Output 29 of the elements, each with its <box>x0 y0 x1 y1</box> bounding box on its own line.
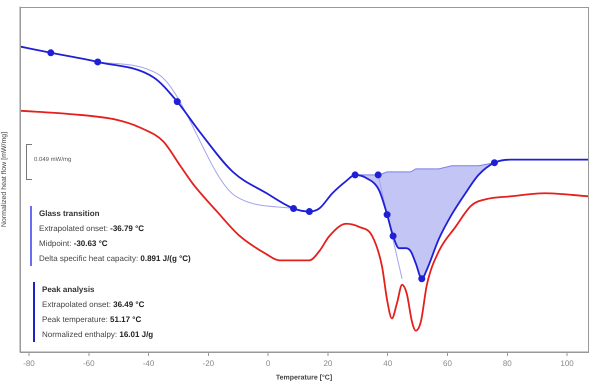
annotation: Normalized enthalpy: 16.01 J/g <box>42 329 154 341</box>
x-tick-label: -40 <box>142 359 155 368</box>
point <box>290 205 298 212</box>
point <box>374 171 382 178</box>
x-tick-label: 60 <box>443 359 452 368</box>
x-tick-label: -60 <box>82 359 96 368</box>
annotation: Extrapolated onset: -36.79 °C <box>39 223 146 235</box>
x-tick-label: -20 <box>202 359 215 368</box>
point <box>384 211 391 218</box>
x-tick-label: 0 <box>266 359 271 368</box>
point <box>94 58 102 66</box>
x-tick-label: -80 <box>23 359 36 368</box>
annotation: Delta specific heat capacity: 0.891 J/(g °C) <box>39 253 191 265</box>
point <box>174 98 181 106</box>
annotation: Glass transition <box>39 208 100 220</box>
point <box>306 208 313 216</box>
x-tick-label: 100 <box>560 359 574 368</box>
x-tick-label: 20 <box>323 359 333 368</box>
x-tick-label: 40 <box>383 359 393 368</box>
annotation: Extrapolated onset: 36.49 °C <box>42 299 146 311</box>
point <box>47 49 54 56</box>
point <box>352 171 359 178</box>
annotation: Peak analysis <box>42 284 96 296</box>
point <box>390 232 397 240</box>
annotation: Midpoint: -30.63 °C <box>39 238 109 250</box>
point <box>490 159 498 166</box>
point <box>418 275 426 282</box>
annotation: Peak temperature: 51.17 °C <box>42 314 142 326</box>
x-tick-label: 80 <box>502 359 512 368</box>
